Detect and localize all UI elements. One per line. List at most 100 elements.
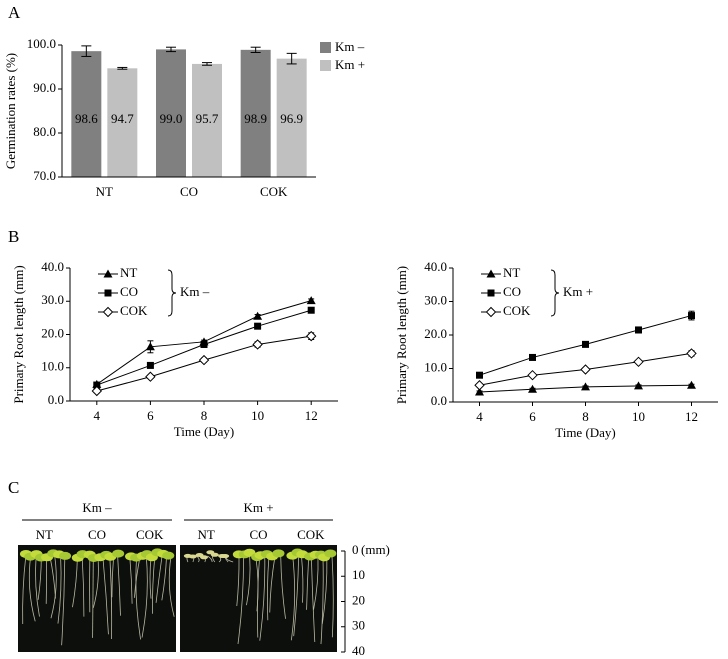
legend-label: Km – — [335, 39, 365, 54]
panel-label: B — [8, 227, 19, 246]
root — [212, 555, 216, 563]
root — [57, 555, 62, 624]
bar — [276, 58, 307, 177]
bar — [192, 63, 222, 177]
marker — [200, 340, 208, 348]
root — [331, 555, 334, 638]
leaf — [59, 551, 72, 560]
leaf — [162, 551, 175, 560]
legend-marker — [102, 306, 114, 318]
marker — [253, 311, 263, 320]
marker — [581, 382, 590, 391]
root — [301, 555, 304, 603]
value-label: 95.7 — [196, 111, 219, 126]
root — [22, 555, 27, 625]
x-tick-label: 8 — [201, 408, 208, 423]
legend-group-label: Km + — [563, 284, 593, 299]
value-label: 98.6 — [75, 111, 98, 126]
y-tick-label: 80.0 — [33, 124, 56, 139]
scale-unit: (mm) — [361, 542, 390, 557]
marker — [529, 353, 536, 361]
marker — [686, 348, 697, 359]
lane-label: CO — [88, 527, 106, 542]
root — [236, 555, 240, 607]
legend-label: CO — [503, 284, 521, 299]
legend-brace — [550, 269, 560, 317]
root — [259, 555, 266, 641]
photo — [180, 545, 337, 652]
root — [168, 555, 175, 617]
legend-label: CO — [120, 284, 138, 299]
marker — [306, 296, 316, 305]
marker — [146, 361, 154, 369]
marker — [474, 380, 485, 391]
value-label: 96.9 — [280, 111, 303, 126]
y-tick-label: 0.0 — [48, 392, 64, 407]
root — [92, 555, 94, 638]
panel-label: C — [8, 478, 19, 497]
x-tick-label: 6 — [529, 409, 536, 424]
y-tick-label: 20.0 — [41, 325, 64, 340]
root — [266, 555, 270, 621]
x-tick-label: 10 — [251, 408, 264, 423]
root — [117, 555, 121, 616]
marker — [687, 380, 696, 389]
leaf — [188, 554, 197, 559]
leaf — [199, 555, 208, 560]
x-tick-label: CO — [180, 184, 198, 199]
root — [293, 555, 300, 637]
y-tick-label: 40.0 — [41, 259, 64, 274]
root — [155, 555, 163, 603]
x-tick-label: 4 — [94, 408, 101, 423]
marker — [91, 385, 103, 397]
legend-label: COK — [503, 303, 531, 318]
legend-label: COK — [120, 303, 148, 318]
marker — [198, 354, 210, 366]
marker — [580, 364, 591, 375]
group-label: Km – — [82, 500, 112, 515]
scale-label: 40 — [352, 643, 365, 658]
value-label: 98.9 — [244, 111, 267, 126]
root — [61, 555, 66, 646]
lane-label: NT — [36, 527, 53, 542]
legend-marker — [104, 289, 112, 297]
root — [161, 555, 167, 601]
root — [141, 555, 148, 638]
bar — [156, 49, 186, 177]
root — [290, 555, 296, 641]
legend-marker — [103, 269, 113, 278]
x-axis-label: Time (Day) — [174, 424, 235, 439]
photo — [18, 545, 176, 652]
root — [102, 555, 109, 635]
leaf — [112, 549, 125, 558]
root — [35, 555, 40, 617]
leaf — [210, 552, 219, 557]
marker — [582, 340, 589, 348]
marker — [145, 371, 156, 382]
x-tick-label: 12 — [305, 408, 318, 423]
marker — [528, 384, 537, 393]
x-tick-label: 8 — [582, 409, 589, 424]
root — [135, 555, 142, 640]
root — [207, 555, 213, 563]
root — [320, 555, 324, 645]
marker — [527, 369, 538, 381]
y-tick-label: 40.0 — [424, 259, 447, 274]
y-tick-label: 10.0 — [424, 359, 447, 374]
y-tick-label: 90.0 — [33, 80, 56, 95]
legend-brace — [167, 269, 177, 317]
x-axis-label: Time (Day) — [555, 425, 616, 440]
root — [310, 555, 316, 643]
marker — [634, 381, 643, 390]
panel-label: A — [8, 3, 21, 22]
root — [321, 555, 328, 624]
marker — [254, 322, 262, 330]
x-tick-label: 10 — [632, 409, 645, 424]
legend-label: NT — [503, 265, 520, 280]
scale-label: 20 — [352, 592, 365, 607]
y-axis-label: Primary Root length (mm) — [394, 266, 409, 404]
root — [313, 555, 319, 610]
y-axis-label: Primary Root length (mm) — [11, 265, 26, 403]
bar — [107, 68, 138, 177]
marker — [476, 371, 483, 379]
